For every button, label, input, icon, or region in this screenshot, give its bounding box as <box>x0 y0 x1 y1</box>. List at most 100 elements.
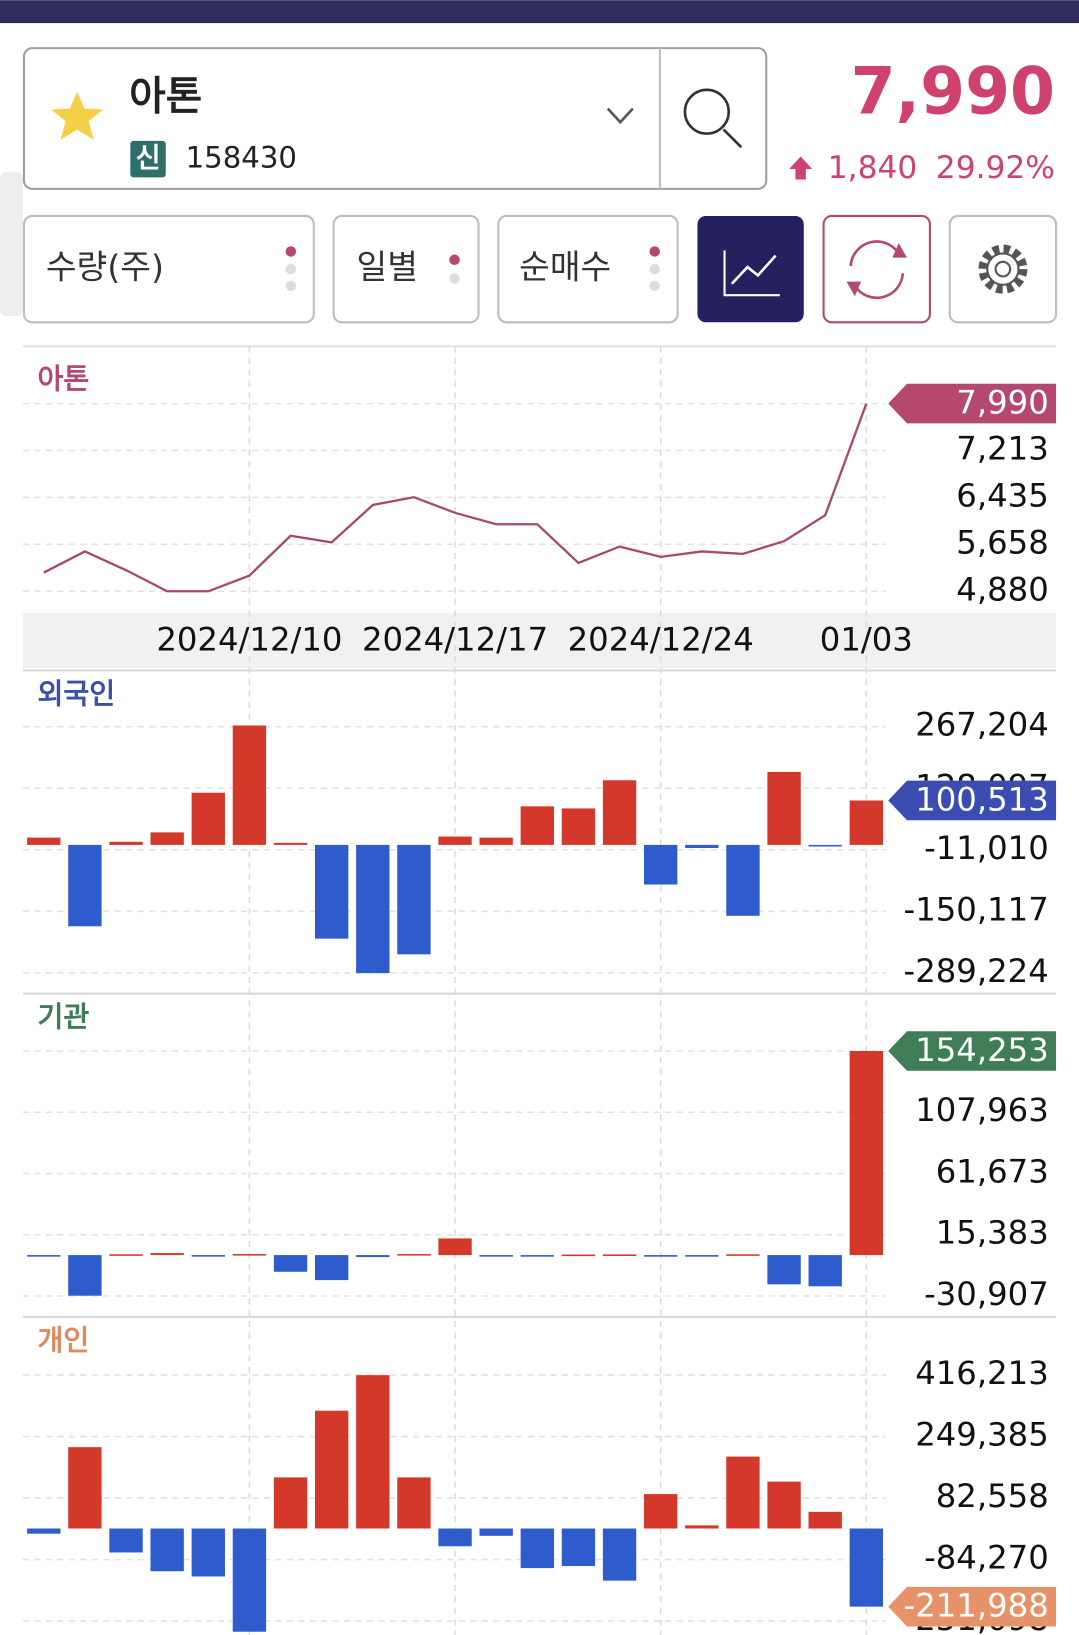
chart-icon-line <box>730 254 777 285</box>
settings-center <box>994 260 1012 278</box>
period-label: 일별 <box>357 248 418 287</box>
bar <box>767 1255 801 1285</box>
bar <box>726 1254 760 1256</box>
y-tick-label: -30,907 <box>924 1275 1049 1313</box>
bar <box>808 1255 842 1287</box>
mode-label: 순매수 <box>519 248 611 287</box>
search-icon[interactable] <box>683 88 731 135</box>
bar <box>644 1255 678 1257</box>
refresh-arrow <box>892 243 907 258</box>
x-tick-label: 2024/12/24 <box>568 620 754 658</box>
bar <box>273 1255 308 1272</box>
bar <box>232 1528 267 1632</box>
bar <box>808 844 842 847</box>
bar <box>273 1477 308 1529</box>
bar <box>561 808 596 845</box>
bar <box>849 1051 884 1256</box>
favorite-star[interactable] <box>51 91 104 140</box>
bar <box>767 771 801 845</box>
settings-gear <box>978 244 1028 294</box>
bar <box>314 1255 349 1281</box>
current-tag-label: -211,988 <box>904 1587 1049 1625</box>
y-tick-label: 267,204 <box>915 706 1049 744</box>
chart-title: 외국인 <box>38 678 116 711</box>
current-tag <box>888 1586 1057 1627</box>
bar <box>685 1525 719 1529</box>
y-tick-label: 5,658 <box>956 523 1048 561</box>
y-tick-label: 61,673 <box>936 1152 1049 1190</box>
dropdown-icon[interactable] <box>606 107 634 125</box>
bar <box>602 1528 637 1581</box>
unit-label: 수량(주) <box>46 248 164 287</box>
bar <box>438 1238 472 1256</box>
y-tick-label: -289,224 <box>904 952 1049 990</box>
bar <box>602 780 637 845</box>
bar <box>726 844 760 916</box>
y-tick-label: -84,270 <box>924 1539 1049 1577</box>
dots <box>285 246 660 292</box>
current-tag-label: 100,513 <box>915 781 1049 819</box>
y-tick-label: -11,010 <box>924 829 1049 867</box>
refresh-icon <box>849 240 905 300</box>
chart-title: 개인 <box>38 1324 90 1357</box>
bar <box>191 1255 225 1257</box>
bar <box>520 1255 554 1257</box>
search-handle <box>722 128 743 149</box>
bar <box>767 1481 801 1529</box>
bar <box>191 792 225 845</box>
refresh-arrow <box>846 281 862 297</box>
bar <box>27 1255 61 1257</box>
stock-code: 158430 <box>186 141 297 175</box>
bar <box>273 842 308 845</box>
bar <box>232 1254 267 1256</box>
price: 7,990 <box>851 55 1055 130</box>
bar <box>561 1528 596 1567</box>
bar <box>27 837 61 845</box>
y-tick-label: 4,880 <box>956 570 1048 608</box>
current-tag <box>888 1031 1057 1071</box>
status-bar <box>0 0 1079 24</box>
current-tag-label: 154,253 <box>915 1031 1049 1069</box>
period-button[interactable] <box>332 214 480 324</box>
y-tick-label: 107,963 <box>915 1091 1049 1129</box>
bar <box>356 1255 390 1258</box>
chart-icon <box>723 250 780 297</box>
x-tick-label: 01/03 <box>820 620 913 658</box>
x-tick-label: 2024/12/10 <box>156 620 342 658</box>
current-tag-label: 7,990 <box>956 384 1048 422</box>
bar <box>397 844 431 955</box>
mode-button[interactable] <box>497 214 679 324</box>
bar <box>356 844 390 974</box>
stock-name: 아톤 <box>129 74 202 120</box>
bar <box>561 1254 596 1257</box>
bar <box>479 837 513 845</box>
bar <box>479 1255 513 1257</box>
bar <box>397 1477 431 1529</box>
unit-button[interactable] <box>22 214 315 324</box>
bar <box>68 1447 102 1529</box>
stock-box[interactable] <box>22 47 768 190</box>
x-tick-label: 2024/12/17 <box>362 620 548 658</box>
current-tag <box>888 780 1057 821</box>
chart-title: 기관 <box>38 1001 90 1034</box>
bar <box>644 844 678 885</box>
bar <box>27 1528 61 1534</box>
y-tick-label: 15,383 <box>936 1214 1049 1252</box>
bar <box>150 1528 184 1572</box>
bar <box>314 844 349 939</box>
badge: 신 <box>136 143 161 174</box>
bar <box>644 1494 678 1529</box>
bar <box>849 1528 884 1607</box>
y-tick-label: 416,213 <box>915 1354 1049 1392</box>
bar <box>520 806 554 845</box>
change-pct: 29.92% <box>936 150 1055 186</box>
date-band <box>22 613 1057 669</box>
bar <box>150 1253 184 1256</box>
bar <box>438 836 472 845</box>
bar <box>68 1255 102 1296</box>
bar <box>68 844 102 927</box>
settings-ring <box>986 252 1020 286</box>
side-handle[interactable] <box>0 172 23 317</box>
refresh-button[interactable] <box>822 214 931 324</box>
